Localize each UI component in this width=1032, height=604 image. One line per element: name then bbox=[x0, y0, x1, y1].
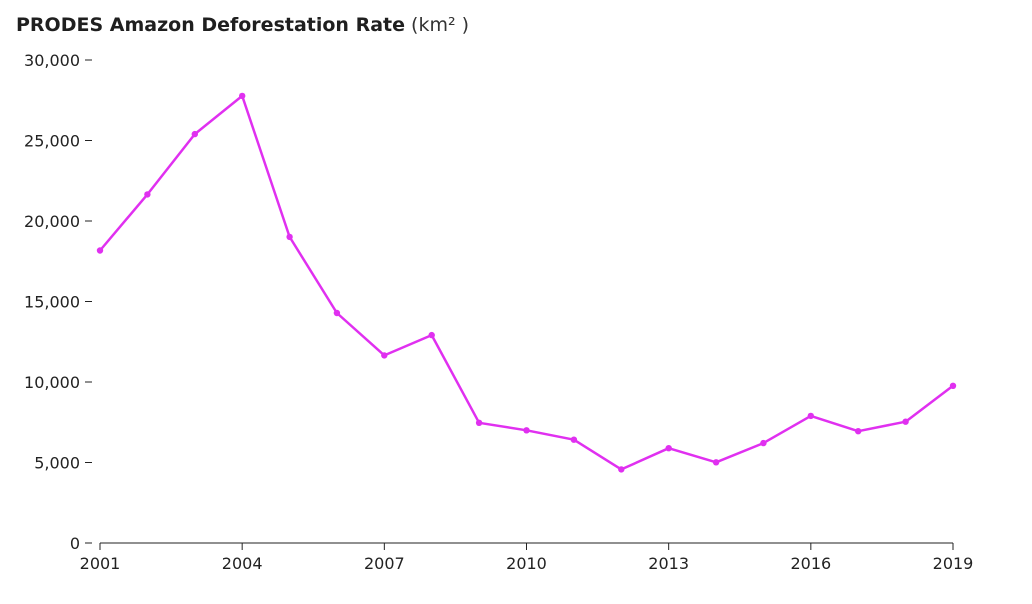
x-tick-label: 2019 bbox=[933, 554, 974, 573]
data-point bbox=[665, 445, 672, 452]
data-point bbox=[96, 247, 104, 254]
series-line bbox=[98, 94, 955, 471]
x-tick-label: 2001 bbox=[80, 554, 121, 573]
chart-title-unit: (km² ) bbox=[411, 14, 470, 36]
data-point bbox=[760, 439, 767, 447]
data-point bbox=[144, 191, 151, 198]
data-point bbox=[239, 92, 246, 100]
y-tick-label: 10,000 bbox=[24, 373, 80, 392]
data-point bbox=[191, 130, 198, 138]
data-point bbox=[618, 466, 625, 473]
y-tick-label: 25,000 bbox=[24, 132, 80, 151]
data-point bbox=[902, 418, 909, 425]
data-point bbox=[286, 233, 293, 241]
data-point bbox=[523, 427, 530, 434]
data-point bbox=[475, 419, 483, 426]
data-point bbox=[855, 428, 862, 435]
data-point bbox=[381, 352, 388, 359]
x-tick-label: 2007 bbox=[364, 554, 405, 573]
data-point bbox=[333, 309, 341, 317]
chart-series bbox=[96, 92, 957, 473]
x-tick-label: 2004 bbox=[222, 554, 263, 573]
chart-axes: 0 5,000 10,000 15,000 20,000 25,000 30,000 2001… bbox=[24, 51, 973, 573]
data-point bbox=[949, 382, 957, 389]
y-tick-label: 15,000 bbox=[24, 293, 80, 312]
x-tick-label: 2010 bbox=[506, 554, 547, 573]
data-point bbox=[428, 331, 435, 339]
data-point bbox=[807, 412, 814, 420]
y-tick-label: 30,000 bbox=[24, 51, 80, 70]
data-point bbox=[570, 436, 578, 443]
chart-title: PRODES Amazon Deforestation Rate (km² ) bbox=[16, 14, 469, 36]
x-tick-label: 2016 bbox=[790, 554, 831, 573]
chart-title-text: PRODES Amazon Deforestation Rate bbox=[16, 14, 405, 36]
x-tick-label: 2013 bbox=[648, 554, 689, 573]
y-tick-label: 20,000 bbox=[24, 212, 80, 231]
y-tick-label: 0 bbox=[70, 534, 80, 553]
y-tick-label: 5,000 bbox=[34, 454, 80, 473]
data-point bbox=[712, 459, 720, 466]
